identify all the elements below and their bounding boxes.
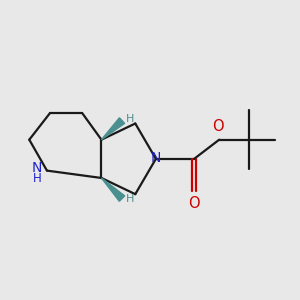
Polygon shape (101, 118, 124, 140)
Text: N: N (151, 151, 161, 165)
Text: H: H (33, 172, 42, 185)
Text: N: N (31, 161, 42, 175)
Text: H: H (126, 114, 134, 124)
Text: O: O (188, 196, 200, 211)
Text: H: H (126, 194, 134, 204)
Text: O: O (212, 119, 224, 134)
Polygon shape (101, 178, 125, 201)
